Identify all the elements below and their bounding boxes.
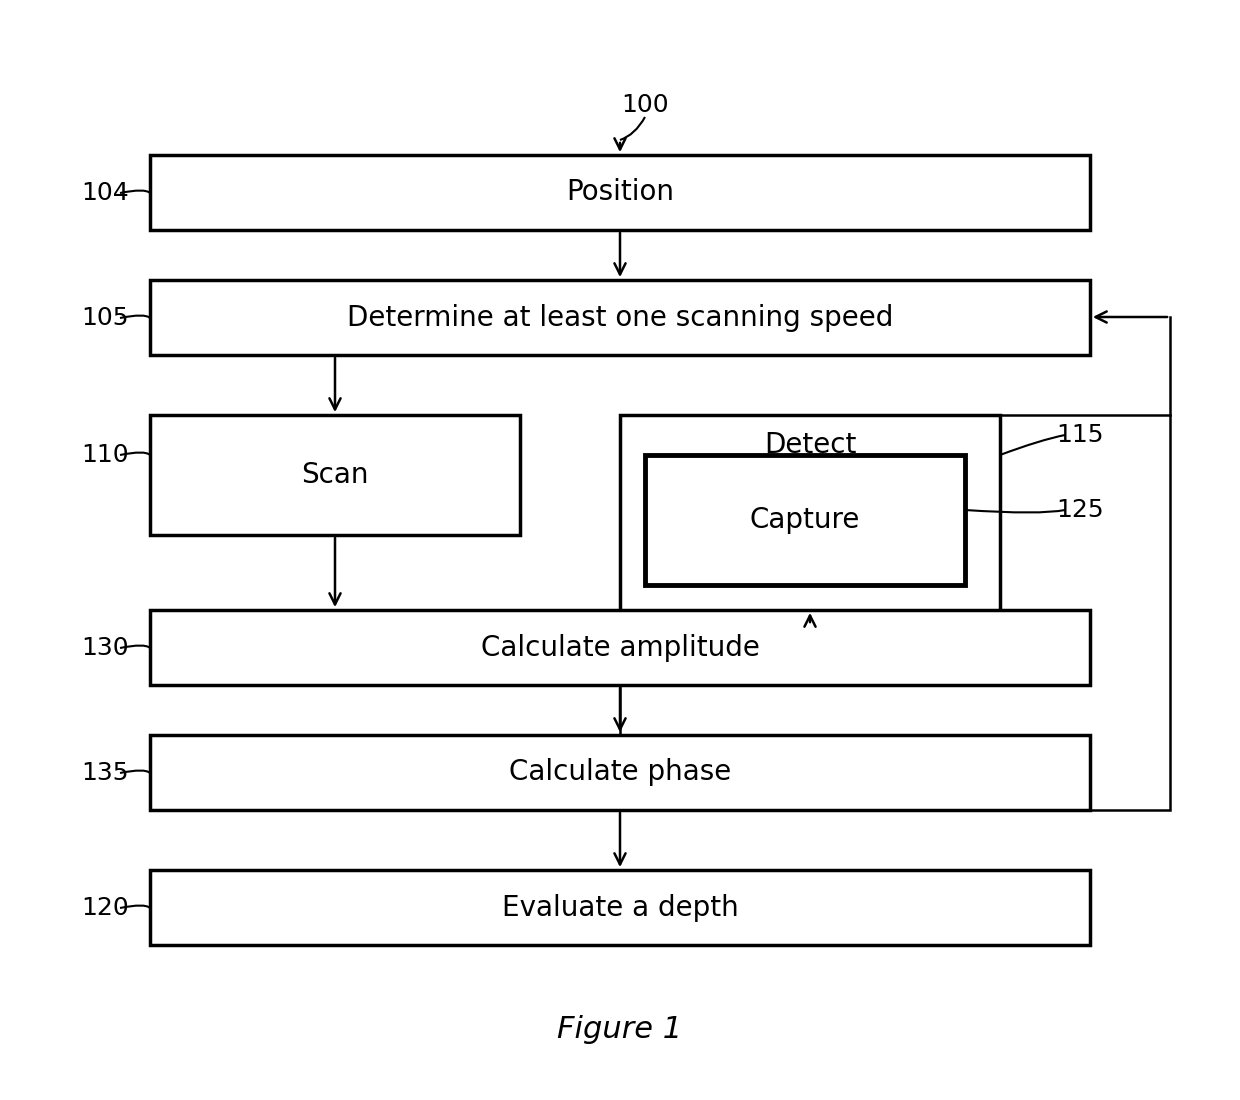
- Text: 135: 135: [82, 761, 129, 785]
- Text: Scan: Scan: [301, 461, 368, 490]
- Bar: [645, 455, 965, 585]
- Text: 120: 120: [81, 896, 129, 920]
- Text: Detect: Detect: [764, 431, 856, 459]
- Bar: [150, 155, 1090, 230]
- Text: 115: 115: [1056, 424, 1104, 447]
- Text: Capture: Capture: [750, 506, 861, 534]
- Bar: [150, 870, 1090, 945]
- Text: Evaluate a depth: Evaluate a depth: [502, 893, 738, 922]
- Bar: [150, 735, 1090, 810]
- Bar: [150, 415, 520, 535]
- Bar: [150, 280, 1090, 355]
- Text: Determine at least one scanning speed: Determine at least one scanning speed: [347, 304, 893, 331]
- Text: 110: 110: [81, 443, 129, 468]
- Text: Figure 1: Figure 1: [558, 1015, 682, 1045]
- Bar: [620, 415, 1171, 810]
- Text: Calculate amplitude: Calculate amplitude: [481, 634, 759, 661]
- Text: 125: 125: [1056, 498, 1104, 522]
- Text: 130: 130: [81, 636, 129, 660]
- Bar: [620, 415, 999, 625]
- Text: Calculate phase: Calculate phase: [508, 759, 732, 786]
- Bar: [150, 610, 1090, 685]
- Text: 105: 105: [82, 306, 129, 330]
- Text: Position: Position: [565, 178, 675, 207]
- Text: 104: 104: [81, 182, 129, 205]
- Text: 100: 100: [621, 94, 668, 117]
